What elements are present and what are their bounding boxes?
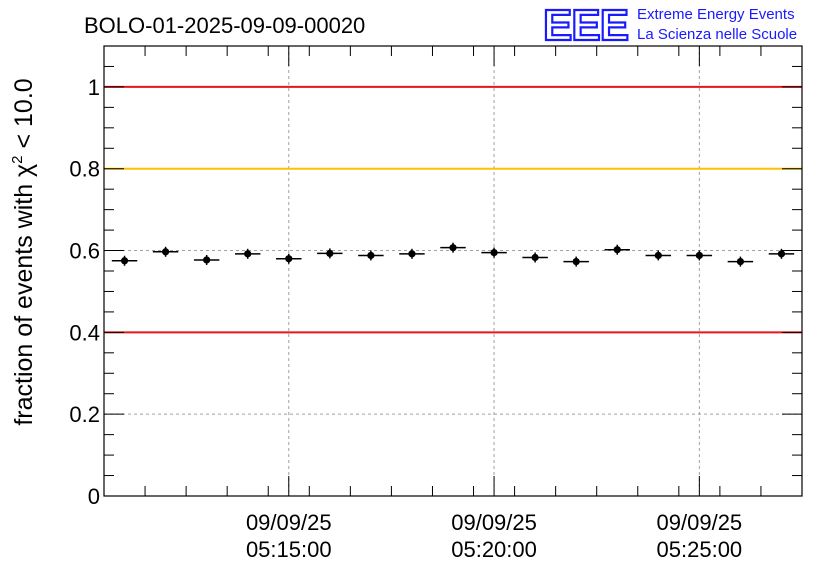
data-series [111, 242, 795, 267]
y-axis-label-suffix: < 10.0 [10, 78, 38, 155]
y-tick-label-0: 0 [88, 484, 100, 509]
logo-line-1: Extreme Energy Events [637, 6, 795, 23]
eee-logo-mark: EEE [543, 1, 628, 50]
reference-lines [104, 85, 802, 334]
data-point-16 [777, 250, 786, 258]
y-tick-label-2: 0.4 [69, 320, 100, 345]
data-point-11 [572, 257, 580, 266]
data-point-12 [613, 246, 621, 254]
data-point-15 [736, 257, 745, 266]
data-point-14 [695, 251, 703, 260]
data-point-6 [367, 251, 375, 260]
x-tick-label-date-2: 09/09/25 [657, 510, 743, 535]
eee-logo: EEE Extreme Energy Events La Scienza nel… [542, 0, 797, 51]
y-tick-label-3: 0.6 [69, 239, 100, 264]
y-axis-label-superscript: 2 [9, 155, 26, 163]
data-point-7 [408, 250, 416, 258]
x-tick-label-time-1: 05:20:00 [451, 537, 537, 562]
x-tick-label-time-0: 05:15:00 [246, 537, 332, 562]
data-point-1 [161, 248, 170, 256]
data-point-2 [203, 256, 211, 264]
data-point-0 [120, 257, 129, 265]
axes [103, 45, 803, 497]
data-point-3 [244, 250, 252, 258]
data-point-13 [654, 251, 662, 260]
x-tick-label-date-1: 09/09/25 [451, 510, 537, 535]
data-point-10 [531, 253, 539, 262]
y-axis-label-prefix: fraction of events with [10, 177, 38, 426]
data-point-4 [285, 255, 293, 263]
y-tick-label-4: 0.8 [69, 157, 100, 182]
y-axis-label: fraction of events with χ2 < 10.0 [9, 78, 38, 425]
data-point-5 [326, 249, 334, 258]
logo-line-2: La Scienza nelle Scuole [637, 26, 797, 43]
x-tick-label-time-2: 05:25:00 [657, 537, 743, 562]
y-tick-label-5: 1 [88, 75, 100, 100]
chart-title: BOLO-01-2025-09-09-00020 [84, 13, 365, 38]
tick-labels: 00.20.40.60.8109/09/2505:15:0009/09/2505… [69, 75, 742, 562]
y-axis-label-chi: χ [10, 164, 38, 177]
x-tick-label-date-0: 09/09/25 [246, 510, 332, 535]
data-point-9 [490, 248, 498, 257]
y-tick-label-1: 0.2 [69, 402, 100, 427]
data-point-8 [449, 244, 457, 252]
